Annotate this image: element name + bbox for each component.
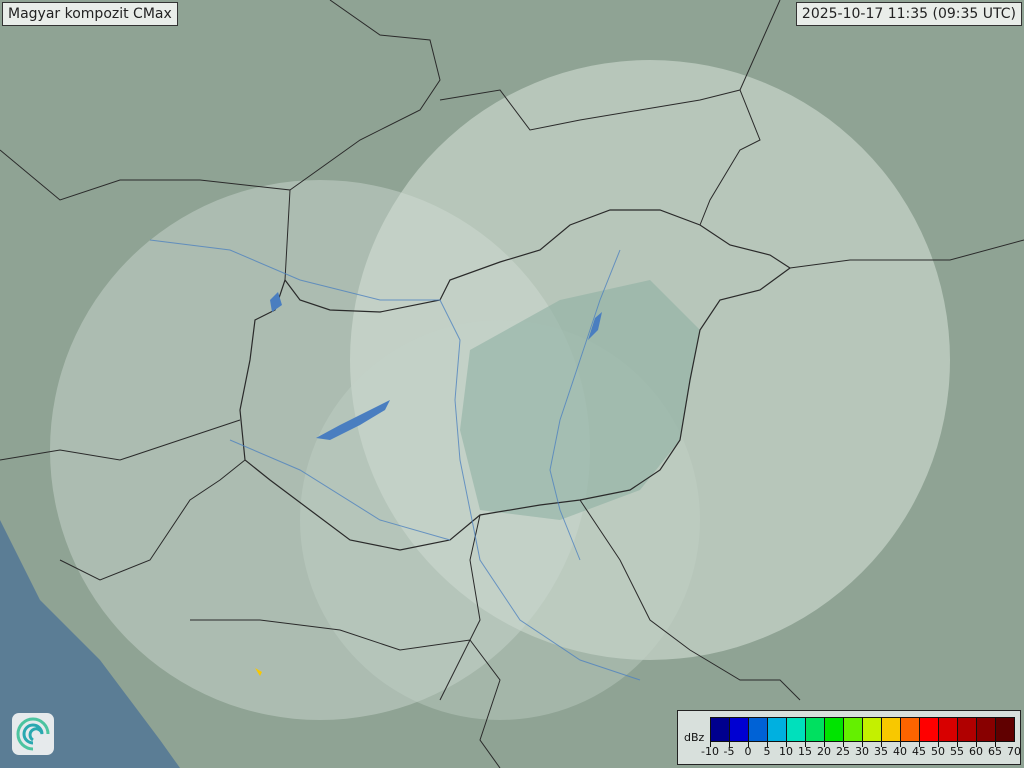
legend-label: 60 [969, 745, 983, 758]
lake-neusiedl [270, 292, 282, 312]
map-title: Magyar kompozit CMax [2, 2, 178, 26]
dbz-legend: dBz -10 -5 0 5 10 15 20 25 30 35 40 45 50 55 60 65 70 [677, 710, 1021, 765]
swirl-logo-icon [12, 713, 54, 755]
legend-label: 55 [950, 745, 964, 758]
legend-swatch [938, 718, 958, 747]
legend-label: -5 [723, 745, 735, 758]
legend-label: 5 [763, 745, 771, 758]
legend-swatch [767, 718, 787, 747]
timestamp: 2025-10-17 11:35 (09:35 UTC) [795, 2, 1022, 26]
legend-swatch [919, 718, 939, 747]
radar-echo [255, 668, 262, 676]
legend-label: -10 [701, 745, 719, 758]
legend-label: 20 [817, 745, 831, 758]
legend-label: 25 [836, 745, 850, 758]
hungary-border [239, 209, 792, 551]
legend-swatch [976, 718, 996, 747]
legend-swatch [843, 718, 863, 747]
legend-label: 0 [744, 745, 752, 758]
legend-swatch [995, 718, 1014, 747]
legend-swatch [881, 718, 901, 747]
legend-swatch [824, 718, 844, 747]
legend-swatch [957, 718, 977, 747]
legend-label: 45 [912, 745, 926, 758]
legend-label: 30 [855, 745, 869, 758]
legend-label: 50 [931, 745, 945, 758]
legend-label: 70 [1007, 745, 1021, 758]
legend-label: 10 [779, 745, 793, 758]
lake-tisza [588, 312, 602, 340]
legend-swatch [748, 718, 768, 747]
legend-swatch [710, 718, 730, 747]
legend-unit: dBz [684, 731, 705, 744]
legend-label: 35 [874, 745, 888, 758]
lake-balaton [316, 400, 390, 440]
legend-swatch [862, 718, 882, 747]
legend-label: 15 [798, 745, 812, 758]
legend-swatch [786, 718, 806, 747]
adriatic-sea [0, 520, 180, 768]
legend-labels: -10 -5 0 5 10 15 20 25 30 35 40 45 50 55 60 65 70 [701, 745, 1021, 759]
rivers [149, 239, 641, 681]
hungary-lowland [460, 280, 700, 520]
legend-label: 40 [893, 745, 907, 758]
legend-swatch [805, 718, 825, 747]
legend-swatch [729, 718, 749, 747]
legend-label: 65 [988, 745, 1002, 758]
legend-swatch [900, 718, 920, 747]
legend-swatches [710, 717, 1015, 747]
